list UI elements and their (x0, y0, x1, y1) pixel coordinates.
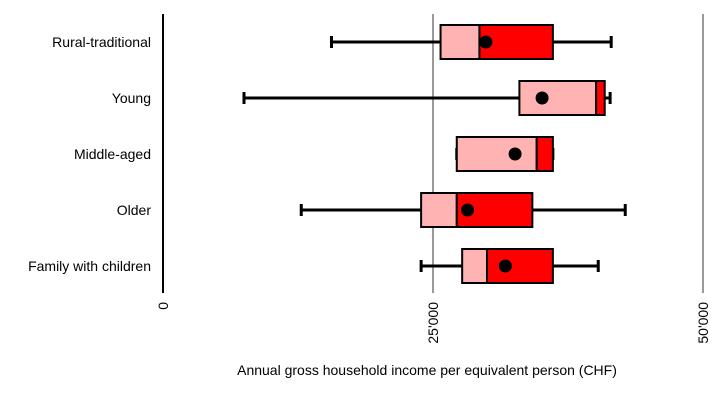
category-labels: Rural-traditional Young Middle-aged Older Fa… (28, 34, 151, 274)
box-lower (518, 80, 598, 116)
box-0 (329, 24, 613, 60)
x-axis-label: Annual gross household income per equiva… (237, 362, 617, 378)
category-label-3: Older (117, 202, 152, 218)
x-tick-label-2: 50'000 (695, 302, 711, 344)
x-tick-labels: 0 25'000 50'000 (155, 302, 711, 344)
category-label-1: Young (112, 90, 151, 106)
box-lower (461, 248, 489, 284)
box-upper (535, 136, 554, 172)
mean-marker (479, 35, 493, 49)
box-lower (420, 192, 458, 228)
category-label-4: Family with children (28, 258, 151, 274)
box-lower (439, 24, 481, 60)
box-upper (455, 192, 534, 228)
mean-marker (508, 147, 522, 161)
mean-marker (461, 203, 475, 217)
x-tick-label-1: 25'000 (425, 302, 441, 344)
box-2 (455, 136, 555, 172)
box-upper (595, 80, 606, 116)
mean-marker (498, 259, 512, 273)
box-3 (299, 192, 627, 228)
box-1 (242, 80, 612, 116)
box-4 (419, 248, 600, 284)
x-tick-label-0: 0 (155, 302, 171, 310)
mean-marker (535, 91, 549, 105)
reference-lines (432, 14, 704, 293)
box-series (242, 24, 627, 284)
category-label-0: Rural-traditional (52, 34, 151, 50)
category-label-2: Middle-aged (74, 146, 151, 162)
box-lower (455, 136, 538, 172)
box-upper (486, 248, 554, 284)
